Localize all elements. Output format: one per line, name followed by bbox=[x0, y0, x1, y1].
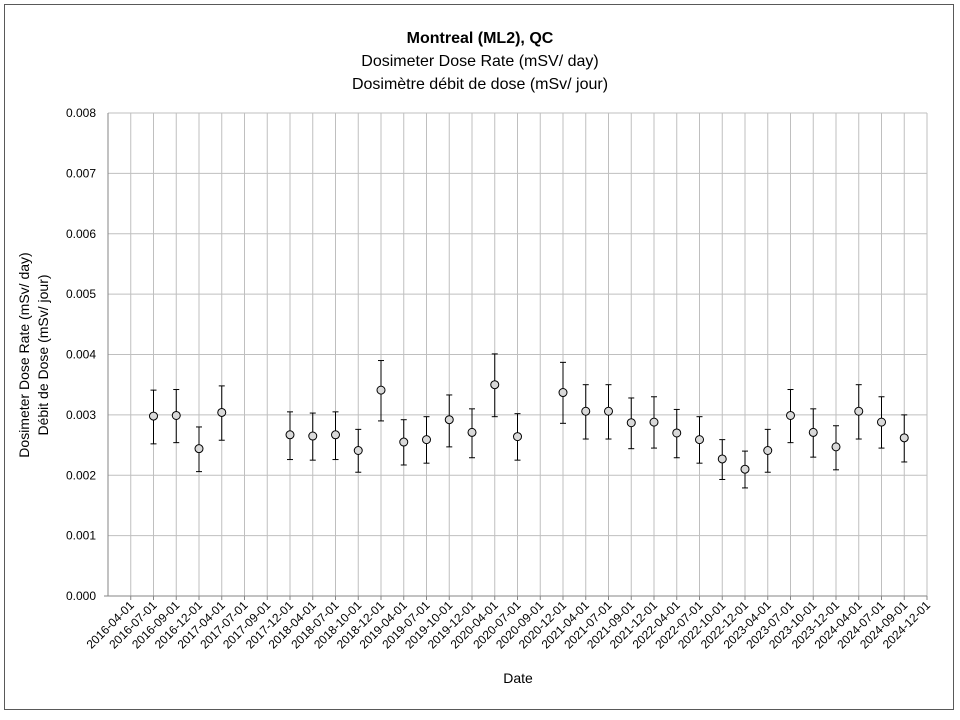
data-point-group bbox=[194, 426, 204, 473]
data-point-group bbox=[649, 396, 659, 449]
points-layer bbox=[149, 353, 909, 489]
data-point-group bbox=[695, 416, 704, 464]
data-point bbox=[490, 380, 500, 390]
chart-frame bbox=[4, 4, 954, 710]
data-point-group bbox=[581, 384, 591, 440]
grid-layer bbox=[108, 112, 928, 596]
data-point-group bbox=[376, 360, 386, 422]
data-point-group bbox=[422, 416, 431, 464]
data-point bbox=[513, 432, 522, 442]
data-point bbox=[353, 445, 363, 455]
data-point-group bbox=[854, 384, 864, 440]
data-point-group bbox=[331, 411, 340, 461]
data-point-group bbox=[626, 397, 636, 450]
y-tick-label: 0.005 bbox=[66, 287, 96, 301]
data-point bbox=[422, 435, 431, 445]
data-point bbox=[786, 410, 795, 420]
data-point bbox=[808, 427, 818, 437]
data-point bbox=[308, 431, 318, 441]
data-point-group bbox=[467, 408, 477, 459]
data-point bbox=[899, 433, 909, 443]
data-point-group bbox=[808, 408, 818, 458]
data-point-group bbox=[604, 384, 613, 440]
x-axis-label: Date bbox=[503, 670, 533, 686]
data-point bbox=[399, 437, 409, 447]
data-point-group bbox=[786, 389, 795, 444]
data-point-group bbox=[490, 353, 500, 418]
data-point bbox=[854, 406, 864, 416]
data-point-group bbox=[763, 428, 773, 473]
y-tick-label: 0.007 bbox=[66, 166, 96, 180]
data-point bbox=[740, 464, 750, 474]
data-point bbox=[558, 388, 568, 398]
data-point-group bbox=[513, 413, 522, 461]
data-point bbox=[877, 417, 886, 427]
data-point-group bbox=[717, 439, 727, 480]
data-point bbox=[831, 442, 841, 452]
axis-layer: 0.000 0.001 0.002 0.003 0.004 0.005 0.006 0.007… bbox=[66, 106, 933, 652]
data-point-group bbox=[740, 450, 750, 489]
chart-subtitle-en: Dosimeter Dose Rate (mSV/ day) bbox=[361, 53, 598, 70]
data-point bbox=[649, 417, 659, 427]
data-point bbox=[217, 407, 227, 417]
data-point bbox=[763, 445, 773, 455]
data-point bbox=[626, 418, 636, 428]
chart-title: Montreal (ML2), QC bbox=[407, 30, 554, 47]
data-point-group bbox=[399, 419, 409, 466]
data-point bbox=[149, 411, 158, 421]
data-point-group bbox=[171, 389, 181, 444]
data-point bbox=[604, 406, 613, 416]
y-tick-label: 0.008 bbox=[66, 106, 96, 120]
data-point bbox=[171, 410, 181, 420]
data-point bbox=[444, 415, 454, 425]
y-tick-label: 0.004 bbox=[66, 348, 96, 362]
data-point bbox=[672, 428, 682, 438]
data-point-group bbox=[149, 389, 158, 445]
data-point-group bbox=[444, 394, 454, 448]
data-point-group bbox=[353, 428, 363, 473]
data-point-group bbox=[672, 408, 682, 459]
y-tick-label: 0.003 bbox=[66, 408, 96, 422]
data-point-group bbox=[831, 425, 841, 471]
data-point-group bbox=[285, 411, 295, 461]
y-tick-label: 0.002 bbox=[66, 468, 96, 482]
y-axis-label-en: Dosimeter Dose Rate (mSv/ day) bbox=[16, 252, 32, 457]
data-point-group bbox=[308, 412, 318, 461]
data-point-group bbox=[877, 396, 886, 449]
data-point-group bbox=[217, 385, 227, 441]
data-point bbox=[695, 435, 704, 445]
data-point-group bbox=[558, 361, 568, 424]
y-tick-label: 0.000 bbox=[66, 589, 96, 603]
y-tick-label: 0.006 bbox=[66, 227, 96, 241]
data-point bbox=[285, 430, 295, 440]
y-axis-label-fr: Débit de Dose (mSv/ jour) bbox=[35, 274, 51, 435]
chart-subtitle-fr: Dosimètre débit de dose (mSv/ jour) bbox=[352, 76, 608, 93]
data-point-group bbox=[899, 414, 909, 463]
data-point bbox=[194, 444, 204, 454]
data-point bbox=[717, 454, 727, 464]
data-point bbox=[376, 385, 386, 395]
data-point bbox=[467, 427, 477, 437]
y-tick-label: 0.001 bbox=[66, 529, 96, 543]
data-point bbox=[581, 406, 591, 416]
data-point bbox=[331, 430, 340, 440]
